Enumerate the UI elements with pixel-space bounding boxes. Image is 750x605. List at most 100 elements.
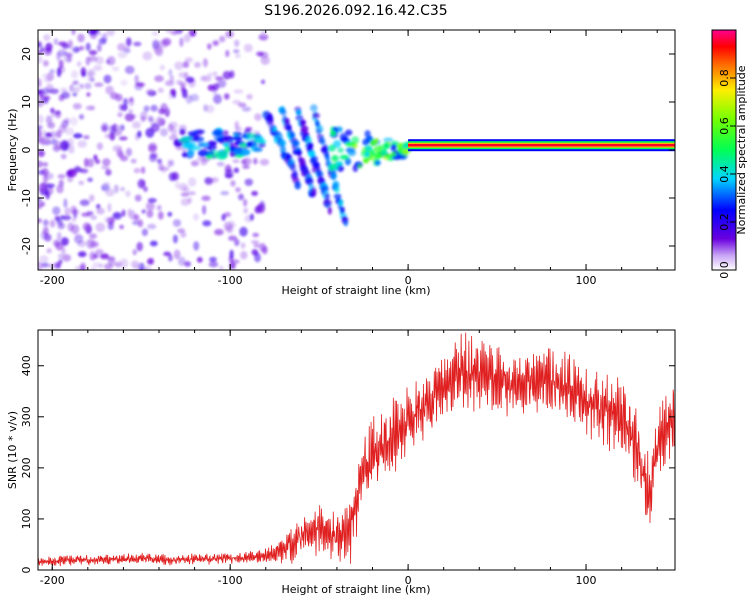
spectrogram-cell	[269, 116, 274, 124]
spectrogram-cell	[73, 164, 81, 171]
spectrogram-cell	[77, 252, 87, 257]
spectrogram-cell	[246, 93, 253, 100]
spectrogram-cell	[105, 169, 112, 176]
spectrogram-cell	[150, 104, 158, 112]
spectrogram-cell	[38, 55, 43, 64]
spectrogram-cell	[105, 85, 114, 95]
spectrogram-cell	[260, 56, 270, 65]
spectrogram-cell	[69, 46, 75, 52]
spectrogram-cell	[136, 241, 143, 252]
spectrogram-cell	[122, 98, 129, 106]
spectrogram-cell	[102, 158, 111, 167]
spectrogram-cell	[72, 80, 79, 86]
spectrogram-cell	[369, 139, 377, 147]
spectrogram-cell	[143, 265, 152, 270]
spectrogram-xtick-label: -200	[40, 274, 65, 287]
spectrogram-cell	[148, 145, 157, 153]
spectrogram-cell	[45, 183, 55, 188]
spectrogram-cell	[103, 74, 112, 84]
spectrogram-cell	[216, 161, 225, 167]
spectrogram-cell	[94, 82, 104, 87]
spectrogram-cell	[213, 94, 222, 104]
spectrogram-cell	[182, 186, 190, 193]
snr-y-label: SNR (10 * v/v)	[6, 411, 19, 489]
spectrogram-cell	[54, 110, 61, 115]
spectrogram-cell	[211, 71, 218, 77]
spectrogram-cell	[133, 167, 141, 174]
spectrogram-cell	[175, 79, 183, 85]
spectrogram-cell	[56, 184, 64, 194]
spectrogram-cell	[61, 247, 66, 256]
spectrogram-cell	[232, 158, 240, 164]
spectrogram-cell	[38, 169, 45, 175]
snr-xtick-label: -200	[40, 574, 65, 587]
spectrogram-cell	[140, 166, 146, 174]
spectrogram-cell	[90, 267, 96, 270]
spectrogram-cell	[201, 204, 207, 215]
spectrogram-cell	[44, 132, 52, 138]
spectrogram-cell	[38, 98, 45, 108]
spectrogram-cell	[253, 243, 261, 248]
spectrogram-cell	[79, 45, 85, 51]
spectrogram-cell	[88, 194, 95, 202]
spectrogram-cell	[96, 43, 102, 52]
spectrogram-cell	[214, 76, 224, 81]
spectrogram-cell	[115, 261, 122, 267]
spectrogram-cell	[105, 188, 115, 197]
snr-series-line	[38, 332, 675, 567]
spectrogram-cell	[112, 211, 123, 220]
spectrogram-cell	[126, 37, 132, 47]
spectrogram-cell	[172, 234, 178, 244]
spectrogram-cell	[105, 30, 115, 36]
spectrogram-cell	[136, 82, 146, 87]
spectrogram-cell	[222, 135, 234, 141]
spectrogram-cell	[381, 148, 388, 156]
spectrogram-cell	[216, 79, 227, 88]
spectrogram-cell	[116, 124, 122, 134]
spectrogram-cell	[278, 139, 287, 147]
spectrogram-cell	[157, 87, 164, 93]
spectrogram-cell	[89, 30, 100, 35]
spectrogram-cell	[210, 177, 219, 183]
spectrogram-cell	[234, 39, 240, 48]
spectrogram-cell	[241, 106, 252, 112]
spectrogram-cell	[307, 150, 316, 158]
spectrogram-cell	[46, 123, 55, 128]
spectrogram-cell	[103, 181, 111, 187]
spectrogram-cell	[95, 159, 101, 165]
spectrogram-cell	[112, 145, 123, 152]
spectrogram-cell	[145, 88, 154, 95]
spectrogram-cell	[333, 186, 340, 193]
spectrogram-cell	[258, 33, 269, 41]
spectrogram-cell	[58, 259, 63, 264]
spectrogram-cell	[42, 60, 49, 67]
spectrogram-cell	[357, 163, 363, 169]
spectrogram-cell	[85, 42, 91, 51]
spectrogram-cell	[219, 35, 226, 43]
spectrogram-cell	[43, 34, 51, 42]
spectrogram-cell	[148, 257, 155, 265]
snr-ytick-label: 200	[20, 457, 33, 478]
spectrogram-cell	[149, 240, 158, 247]
spectrogram-cell	[46, 248, 52, 254]
spectrogram-cell	[179, 128, 186, 136]
spectrogram-cell	[235, 53, 241, 59]
spectrogram-cell	[38, 202, 43, 210]
spectrogram-cell	[104, 263, 113, 270]
spectrogram-cell	[62, 254, 72, 262]
spectrogram-cell	[243, 43, 253, 53]
spectrogram-cell	[229, 249, 234, 259]
spectrogram-cell	[156, 158, 163, 164]
colorbar-label: Normalized spectral amplitude	[735, 65, 748, 234]
spectrogram-cell	[328, 144, 336, 152]
spectrogram-cell	[38, 124, 43, 131]
snr-xtick-label: -100	[218, 574, 243, 587]
spectrogram-cell	[237, 102, 247, 108]
spectrogram-cell	[60, 87, 68, 93]
spectrogram-cell	[83, 157, 89, 168]
spectrogram-cell	[101, 33, 108, 43]
spectrogram-cell	[174, 180, 180, 189]
spectrogram-cell	[74, 265, 80, 270]
